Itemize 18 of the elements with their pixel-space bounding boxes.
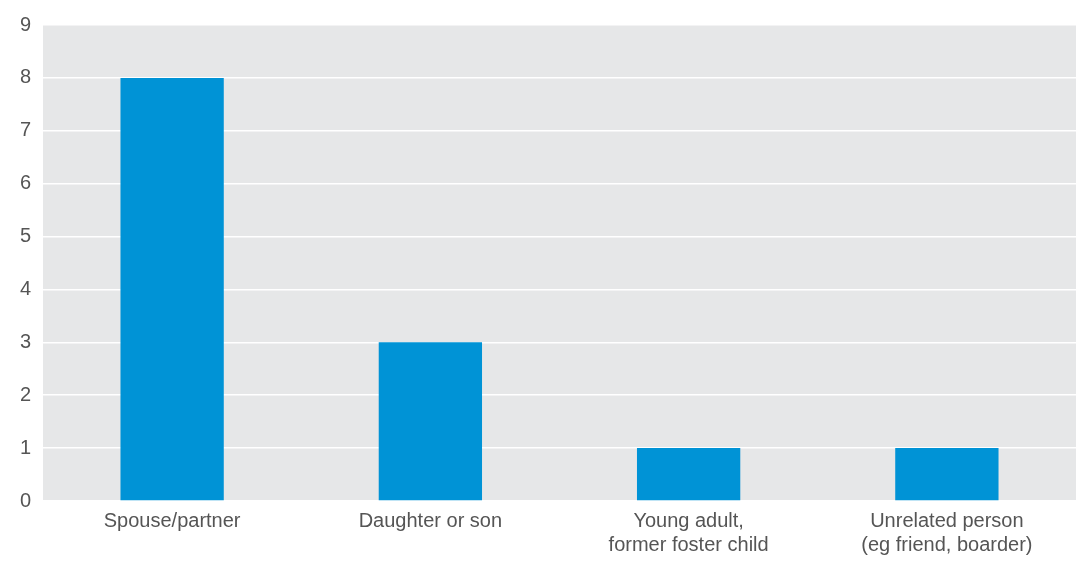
- y-tick-label: 5: [19, 224, 31, 247]
- y-tick-label: 7: [19, 118, 31, 141]
- y-tick-label: 6: [19, 171, 31, 194]
- y-tick-label: 9: [19, 12, 31, 35]
- bar: [636, 448, 741, 501]
- bar: [895, 448, 999, 501]
- x-tick-label: Spouse/partner: [103, 508, 241, 531]
- x-tick-label: Unrelated person (eg friend, boarder): [861, 508, 1033, 555]
- x-tick-label: Young adult, former foster child: [608, 508, 769, 555]
- y-tick-label: 0: [19, 488, 31, 511]
- y-tick-label: 4: [19, 276, 31, 299]
- bar: [120, 77, 224, 501]
- bar: [378, 342, 483, 501]
- y-tick-label: 8: [19, 65, 31, 88]
- x-tick-label: Daughter or son: [358, 508, 503, 531]
- y-tick-label: 3: [19, 329, 31, 352]
- y-tick-label: 2: [19, 382, 31, 405]
- y-tick-label: 1: [19, 435, 31, 458]
